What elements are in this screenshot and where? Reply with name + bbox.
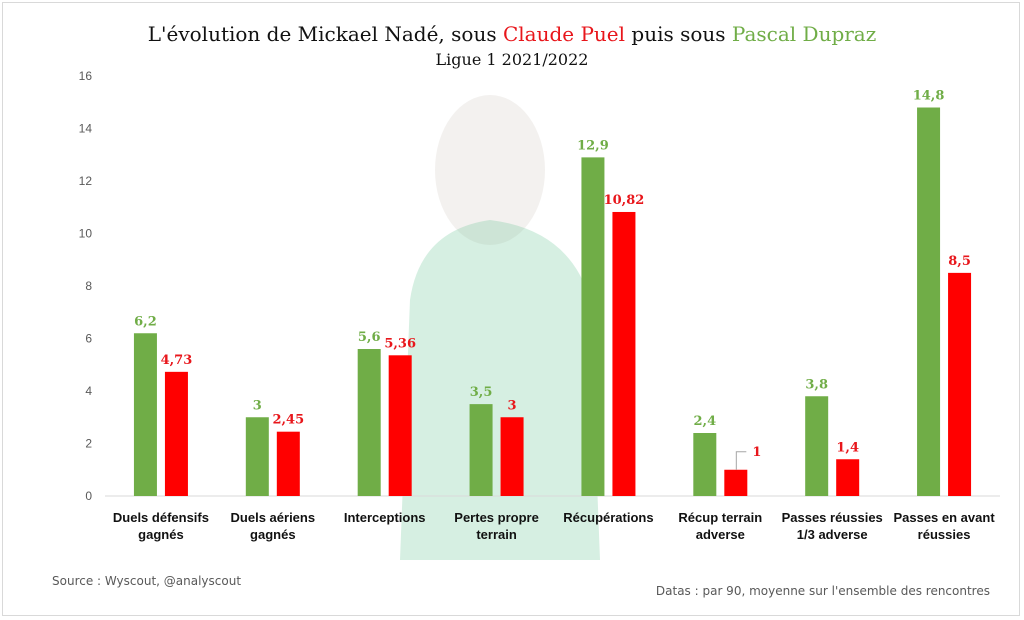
data-label: 1,4: [836, 440, 859, 455]
data-label: 3,5: [470, 385, 493, 400]
x-tick-label: Récup terrain: [678, 510, 762, 525]
x-tick-label: gagnés: [138, 527, 184, 542]
x-tick-label: Passes en avant: [893, 510, 995, 525]
data-label: 5,36: [384, 336, 416, 351]
bar-puel: [948, 272, 972, 496]
data-label: 12,9: [577, 138, 609, 153]
x-tick-label: 1/3 adverse: [797, 527, 868, 542]
x-tick-label: adverse: [696, 527, 745, 542]
data-label: 10,82: [604, 193, 645, 208]
data-label: 8,5: [948, 254, 971, 269]
bar-puel: [724, 469, 748, 496]
player-photo-head: [435, 95, 545, 245]
bar-dupraz: [581, 157, 605, 496]
data-label: 2,45: [272, 413, 304, 428]
data-label: 2,4: [694, 414, 717, 429]
y-tick-label: 12: [79, 174, 93, 188]
chart-subtitle: Ligue 1 2021/2022: [435, 50, 589, 69]
bar-dupraz: [693, 433, 717, 496]
x-tick-label: Passes réussies: [782, 510, 883, 525]
x-tick-label: terrain: [476, 527, 517, 542]
data-label: 5,6: [358, 330, 381, 345]
y-tick-label: 14: [79, 122, 93, 136]
data-label: 3: [508, 398, 517, 413]
title-coach-dupraz: Pascal Dupraz: [731, 22, 877, 46]
y-tick-label: 8: [85, 279, 92, 293]
bar-puel: [836, 459, 860, 496]
x-tick-label: gagnés: [250, 527, 296, 542]
x-tick-label: Récupérations: [563, 510, 653, 525]
title-prefix: L'évolution de Mickael Nadé, sous: [147, 22, 503, 46]
bar-puel: [276, 431, 300, 496]
bar-dupraz: [357, 349, 381, 496]
y-tick-label: 10: [79, 227, 93, 241]
y-tick-label: 4: [85, 384, 92, 398]
note-text: Datas : par 90, moyenne sur l'ensemble d…: [655, 584, 990, 598]
x-tick-label: réussies: [918, 527, 971, 542]
data-label: 4,73: [161, 353, 193, 368]
data-label: 3,8: [805, 377, 828, 392]
bar-puel: [612, 211, 636, 496]
data-label: 14,8: [913, 89, 945, 104]
title-middle: puis sous: [625, 22, 732, 46]
source-text: Source : Wyscout, @analyscout: [52, 574, 242, 588]
bar-dupraz: [133, 333, 157, 496]
data-label: 3: [253, 398, 262, 413]
data-label: 6,2: [134, 314, 157, 329]
bar-dupraz: [469, 404, 493, 496]
bar-dupraz: [245, 417, 269, 496]
data-label-leader: [735, 451, 747, 470]
data-label: 1: [752, 445, 761, 460]
y-tick-label: 2: [85, 437, 92, 451]
player-photo-jersey: [400, 220, 600, 560]
title-coach-puel: Claude Puel: [502, 22, 626, 46]
x-tick-label: Duels défensifs: [113, 510, 209, 525]
y-tick-label: 6: [85, 332, 92, 346]
y-tick-label: 16: [79, 69, 93, 83]
y-tick-label: 0: [85, 489, 92, 503]
x-tick-label: Interceptions: [344, 510, 426, 525]
bar-puel: [164, 371, 188, 496]
chart-title: L'évolution de Mickael Nadé, sous Claude…: [0, 22, 1024, 46]
bar-puel: [500, 417, 524, 496]
x-tick-label: Pertes propre: [454, 510, 539, 525]
x-tick-label: Duels aériens: [231, 510, 316, 525]
bar-puel: [388, 355, 412, 496]
bar-dupraz: [805, 396, 829, 496]
bar-dupraz: [917, 107, 941, 496]
